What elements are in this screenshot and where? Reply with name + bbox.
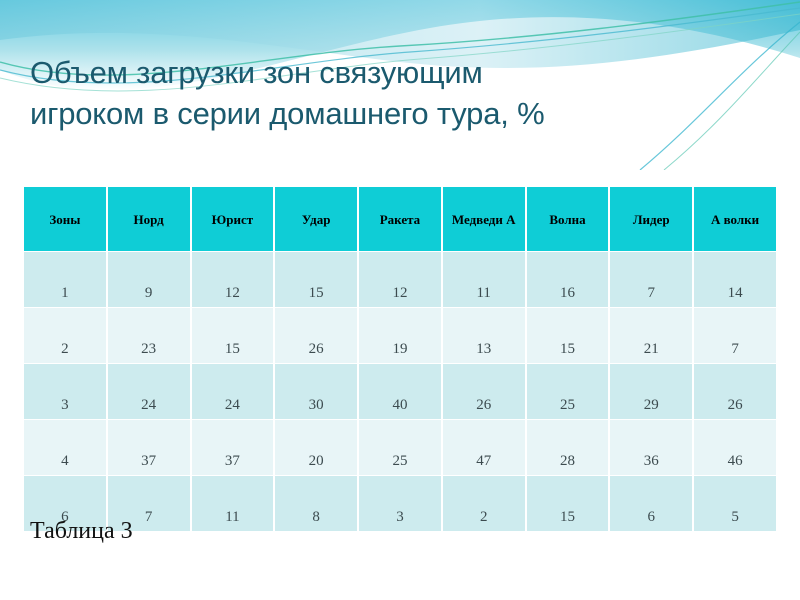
cell-zone: 2 — [24, 308, 106, 363]
cell-zone: 4 — [24, 420, 106, 475]
cell-value: 5 — [694, 476, 776, 531]
cell-value: 15 — [275, 252, 358, 307]
column-header-zones: Зоны — [24, 187, 106, 251]
column-header-volna: Волна — [526, 187, 609, 251]
cell-value: 21 — [610, 308, 693, 363]
table-header: Зоны Норд Юрист Удар Ракета Медведи А Во… — [24, 187, 776, 251]
cell-zone: 6 — [24, 476, 106, 531]
table-row: 4 37 37 20 25 47 28 36 46 — [24, 420, 776, 475]
cell-value: 2 — [442, 476, 525, 531]
cell-zone: 1 — [24, 252, 106, 307]
cell-value: 24 — [191, 364, 274, 419]
cell-value: 12 — [191, 252, 274, 307]
cell-value: 14 — [694, 252, 776, 307]
cell-value: 46 — [694, 420, 776, 475]
cell-value: 11 — [442, 252, 525, 307]
data-table-container: Зоны Норд Юрист Удар Ракета Медведи А Во… — [22, 186, 778, 532]
page-title: Объем загрузки зон связующим игроком в с… — [30, 55, 545, 131]
cell-value: 30 — [275, 364, 358, 419]
table-row: 1 9 12 15 12 11 16 7 14 — [24, 252, 776, 307]
cell-value: 25 — [359, 420, 441, 475]
table-row: 2 23 15 26 19 13 15 21 7 — [24, 308, 776, 363]
cell-value: 6 — [610, 476, 693, 531]
cell-value: 8 — [275, 476, 358, 531]
cell-value: 9 — [107, 252, 190, 307]
table-row: 6 7 11 8 3 2 15 6 5 — [24, 476, 776, 531]
cell-value: 37 — [107, 420, 190, 475]
zone-load-table: Зоны Норд Юрист Удар Ракета Медведи А Во… — [22, 186, 778, 532]
cell-value: 47 — [442, 420, 525, 475]
table-header-row: Зоны Норд Юрист Удар Ракета Медведи А Во… — [24, 187, 776, 251]
cell-value: 23 — [107, 308, 190, 363]
cell-value: 11 — [191, 476, 274, 531]
cell-value: 40 — [359, 364, 441, 419]
column-header-nord: Норд — [107, 187, 190, 251]
cell-value: 15 — [526, 308, 609, 363]
cell-value: 13 — [442, 308, 525, 363]
cell-value: 26 — [442, 364, 525, 419]
cell-value: 26 — [275, 308, 358, 363]
cell-value: 24 — [107, 364, 190, 419]
cell-value: 12 — [359, 252, 441, 307]
column-header-medvedi-a: Медведи А — [442, 187, 525, 251]
table-body: 1 9 12 15 12 11 16 7 14 2 23 15 26 19 13… — [24, 252, 776, 531]
column-header-raketa: Ракета — [359, 187, 441, 251]
cell-value: 7 — [610, 252, 693, 307]
cell-value: 26 — [694, 364, 776, 419]
cell-value: 7 — [107, 476, 190, 531]
cell-value: 20 — [275, 420, 358, 475]
cell-value: 19 — [359, 308, 441, 363]
cell-value: 37 — [191, 420, 274, 475]
cell-value: 28 — [526, 420, 609, 475]
cell-value: 15 — [526, 476, 609, 531]
cell-value: 7 — [694, 308, 776, 363]
cell-value: 29 — [610, 364, 693, 419]
cell-zone: 3 — [24, 364, 106, 419]
column-header-udar: Удар — [275, 187, 358, 251]
table-caption: Таблица 3 — [30, 518, 133, 544]
cell-value: 25 — [526, 364, 609, 419]
cell-value: 3 — [359, 476, 441, 531]
cell-value: 16 — [526, 252, 609, 307]
column-header-a-volki: А волки — [694, 187, 776, 251]
column-header-yurist: Юрист — [191, 187, 274, 251]
column-header-lider: Лидер — [610, 187, 693, 251]
cell-value: 36 — [610, 420, 693, 475]
cell-value: 15 — [191, 308, 274, 363]
table-row: 3 24 24 30 40 26 25 29 26 — [24, 364, 776, 419]
